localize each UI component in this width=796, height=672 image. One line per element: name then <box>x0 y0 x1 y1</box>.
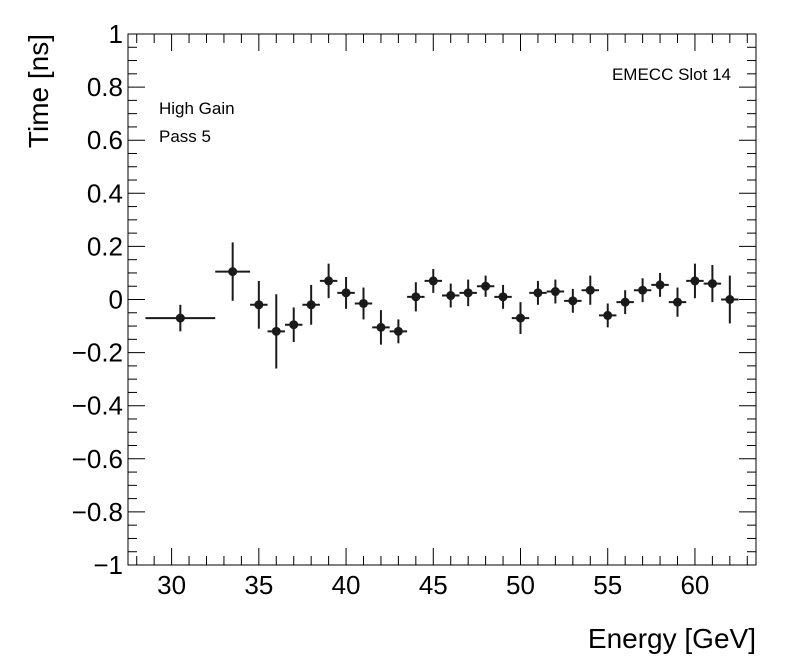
data-point <box>267 294 285 369</box>
annotation-slot: EMECC Slot 14 <box>612 65 731 84</box>
point-marker <box>411 292 421 302</box>
data-point <box>442 283 460 308</box>
data-point <box>633 278 652 303</box>
y-tick-label: −0.6 <box>72 444 123 474</box>
point-marker <box>585 285 595 295</box>
data-point <box>511 302 530 335</box>
point-marker <box>481 281 491 291</box>
point-marker <box>707 279 717 289</box>
point-marker <box>498 292 508 302</box>
point-marker <box>550 287 560 297</box>
point-marker <box>655 280 665 290</box>
data-point <box>250 280 268 329</box>
point-marker <box>393 326 403 336</box>
x-tick-label: 40 <box>332 570 361 600</box>
point-marker <box>533 288 543 298</box>
point-marker <box>673 297 682 307</box>
y-axis-title: Time [ns] <box>23 34 54 148</box>
point-marker <box>603 310 613 320</box>
data-point <box>721 275 739 324</box>
y-tick-label: 0.4 <box>87 178 123 208</box>
point-marker <box>341 288 351 298</box>
y-tick-label: 0.6 <box>87 125 123 155</box>
point-marker <box>271 326 281 336</box>
point-marker <box>254 300 264 310</box>
x-tick-label: 30 <box>157 570 186 600</box>
data-point <box>354 287 373 320</box>
data-point <box>546 279 565 304</box>
data-point <box>529 280 547 305</box>
point-marker <box>690 276 700 286</box>
data-point <box>564 288 582 313</box>
y-tick-label: 1 <box>109 19 123 49</box>
point-marker <box>324 276 334 286</box>
axis-ticks <box>128 33 756 566</box>
point-marker <box>516 313 525 323</box>
data-point <box>319 263 338 299</box>
data-point <box>407 282 425 312</box>
point-marker <box>725 295 735 304</box>
x-tick-label: 50 <box>506 570 535 600</box>
data-point <box>459 279 477 307</box>
y-tick-label: −1 <box>93 550 123 580</box>
data-points <box>145 242 739 369</box>
axis-tick-labels: 30 35 40 45 50 55 60 −1 −0.8 −0.6 −0.4 −0.2 0 0.2 0.4 0… <box>72 19 710 600</box>
point-marker <box>638 285 648 295</box>
point-marker <box>428 276 438 286</box>
data-point <box>599 303 617 328</box>
y-tick-label: 0.8 <box>87 72 123 102</box>
data-point <box>372 310 390 345</box>
data-point <box>337 276 355 309</box>
data-point <box>581 275 599 305</box>
annotation-gain: High Gain <box>159 99 235 118</box>
point-marker <box>228 267 238 277</box>
data-point <box>145 304 216 332</box>
x-tick-label: 55 <box>593 570 622 600</box>
point-marker <box>359 298 368 308</box>
point-marker <box>446 291 456 301</box>
point-marker <box>289 320 299 330</box>
point-marker <box>175 313 185 323</box>
data-point <box>424 268 442 293</box>
data-point <box>285 307 303 342</box>
point-marker <box>463 288 473 298</box>
data-point <box>494 284 512 309</box>
data-point <box>616 290 634 315</box>
data-point <box>389 319 408 344</box>
data-point <box>476 275 495 297</box>
x-axis-title: Energy [GeV] <box>588 623 756 654</box>
data-point <box>668 287 687 317</box>
data-point <box>686 263 704 299</box>
point-marker <box>620 297 630 307</box>
point-marker <box>376 322 386 332</box>
y-tick-label: 0.2 <box>87 231 123 261</box>
annotation-pass: Pass 5 <box>159 127 211 146</box>
point-marker <box>568 296 578 306</box>
y-tick-label: −0.8 <box>72 497 123 527</box>
x-tick-label: 35 <box>244 570 273 600</box>
y-tick-label: 0 <box>109 285 123 315</box>
y-tick-label: −0.4 <box>72 391 123 421</box>
point-marker <box>306 300 316 310</box>
x-tick-label: 45 <box>419 570 448 600</box>
data-point <box>703 264 722 303</box>
data-point <box>215 242 251 301</box>
y-tick-label: −0.2 <box>72 338 123 368</box>
data-point <box>302 284 320 325</box>
x-tick-label: 60 <box>680 570 709 600</box>
data-point <box>651 272 669 297</box>
